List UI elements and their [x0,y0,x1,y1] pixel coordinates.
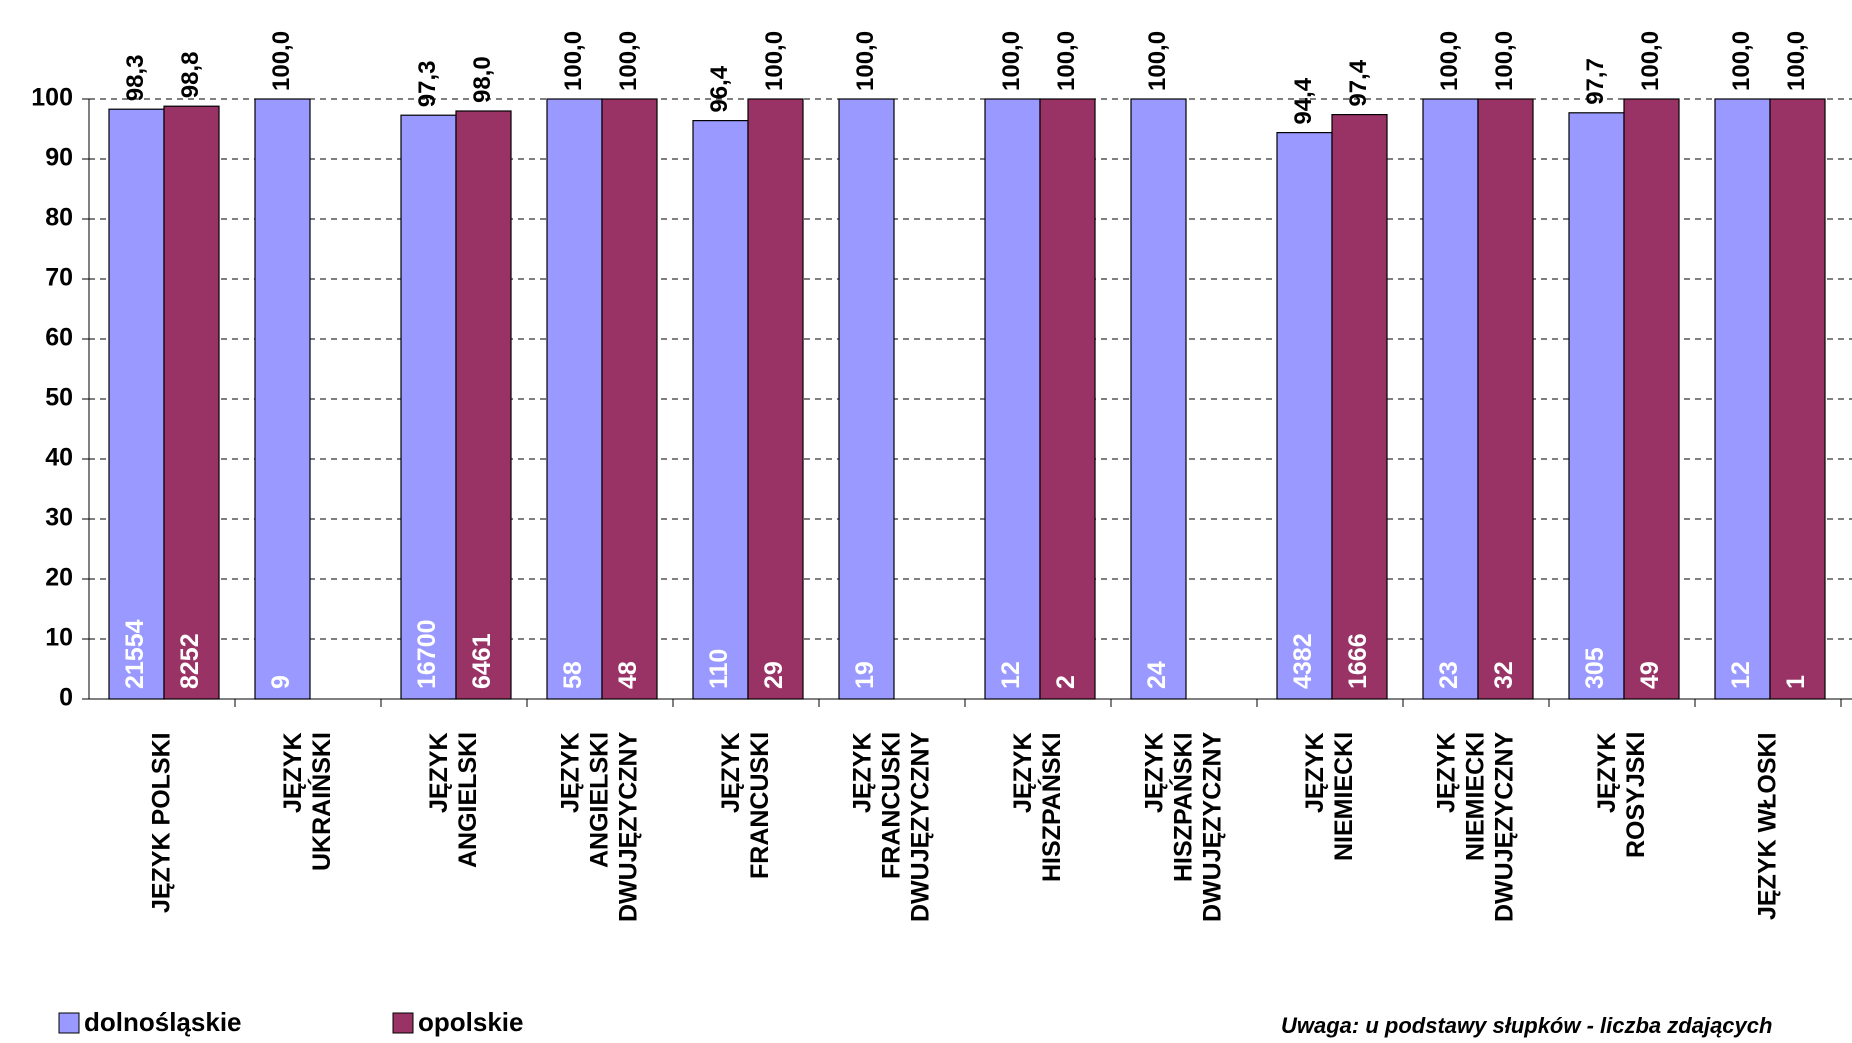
bar [108,108,165,700]
count-label: 58 [559,661,587,689]
legend-label: opolskie [418,1007,523,1037]
bar [1331,113,1388,700]
bar [1039,98,1096,700]
y-tick-label: 40 [45,444,73,472]
value-label: 97,3 [414,60,441,107]
bar [747,98,804,700]
count-label: 1 [1782,675,1810,689]
legend-swatch [392,1012,414,1034]
y-tick-label: 10 [45,624,73,652]
bar [1769,98,1826,700]
x-tick-label: JĘZYK NIEMIECKI DWUJĘZYCZNY [1432,732,1519,923]
value-label: 100,0 [852,31,879,91]
x-tick-label: JĘZYK NIEMIECKI [1301,732,1358,862]
value-label: 98,3 [122,54,149,101]
value-label: 100,0 [615,31,642,91]
y-tick-label: 80 [45,204,73,232]
count-label: 110 [705,649,733,689]
value-label: 100,0 [1436,31,1463,91]
value-label: 94,4 [1290,77,1317,124]
bar [1130,98,1187,700]
legend-label: dolnośląskie [84,1007,242,1037]
count-label: 48 [614,661,642,689]
bar [1623,98,1680,700]
bar [1714,98,1771,700]
x-tick-label: JĘZYK ANGIELSKI DWUJĘZYCZNY [556,732,643,923]
x-tick-label: JĘZYK HISZPAŃSKI DWUJĘZYCZNY [1140,732,1227,923]
y-tick-label: 90 [45,144,73,172]
count-label: 23 [1435,661,1463,689]
count-label: 32 [1490,661,1518,689]
bar [1477,98,1534,700]
bar [254,98,311,700]
bar [1422,98,1479,700]
value-label: 96,4 [706,65,733,112]
count-label: 19 [851,661,879,689]
x-tick-label: JĘZYK FRANCUSKI DWUJĘZYCZNY [848,732,935,923]
x-tick-label: JĘZYK POLSKI [147,732,176,913]
count-label: 305 [1581,647,1609,689]
value-label: 100,0 [1728,31,1755,91]
x-tick-label: JĘZYK UKRAIŃSKI [279,732,336,871]
y-tick-label: 50 [45,384,73,412]
value-label: 100,0 [1783,31,1810,91]
y-tick-label: 100 [31,84,73,112]
count-label: 4382 [1289,633,1317,689]
y-tick-label: 20 [45,564,73,592]
count-label: 16700 [413,619,441,689]
count-label: 8252 [176,633,204,689]
value-label: 100,0 [1053,31,1080,91]
count-label: 6461 [468,633,496,689]
bar [601,98,658,700]
y-tick-label: 30 [45,504,73,532]
count-label: 21554 [121,619,149,689]
bar [163,105,220,700]
bar [838,98,895,700]
y-tick-label: 60 [45,324,73,352]
bar [692,119,749,700]
y-tick-label: 0 [59,684,73,712]
value-label: 100,0 [1491,31,1518,91]
x-tick-label: JĘZYK WŁOSKI [1753,732,1782,920]
count-label: 12 [1727,661,1755,689]
value-label: 98,8 [177,51,204,98]
x-tick-label: JĘZYK FRANCUSKI [717,732,774,880]
value-label: 100,0 [1144,31,1171,91]
x-tick-label: JĘZYK ROSYJSKI [1593,732,1650,859]
legend-swatch [58,1012,80,1034]
note: Uwaga: u podstawy słupków - liczba zdają… [1281,1013,1772,1038]
value-label: 97,4 [1345,59,1372,106]
bar [455,110,512,700]
count-label: 9 [267,675,295,689]
bar [546,98,603,700]
bar [984,98,1041,700]
value-label: 100,0 [1637,31,1664,91]
value-label: 100,0 [268,31,295,91]
bar [400,114,457,700]
count-label: 49 [1636,661,1664,689]
value-label: 97,7 [1582,58,1609,105]
x-tick-label: JĘZYK ANGIELSKI [425,732,482,869]
y-tick-label: 70 [45,264,73,292]
count-label: 12 [997,661,1025,689]
value-label: 98,0 [469,56,496,103]
count-label: 2 [1052,675,1080,689]
x-tick-label: JĘZYK HISZPAŃSKI [1009,732,1066,882]
bar [1568,112,1625,700]
bar [1276,132,1333,700]
value-label: 100,0 [761,31,788,91]
count-label: 1666 [1344,633,1372,689]
count-label: 29 [760,661,788,689]
count-label: 24 [1143,661,1171,689]
value-label: 100,0 [560,31,587,91]
value-label: 100,0 [998,31,1025,91]
